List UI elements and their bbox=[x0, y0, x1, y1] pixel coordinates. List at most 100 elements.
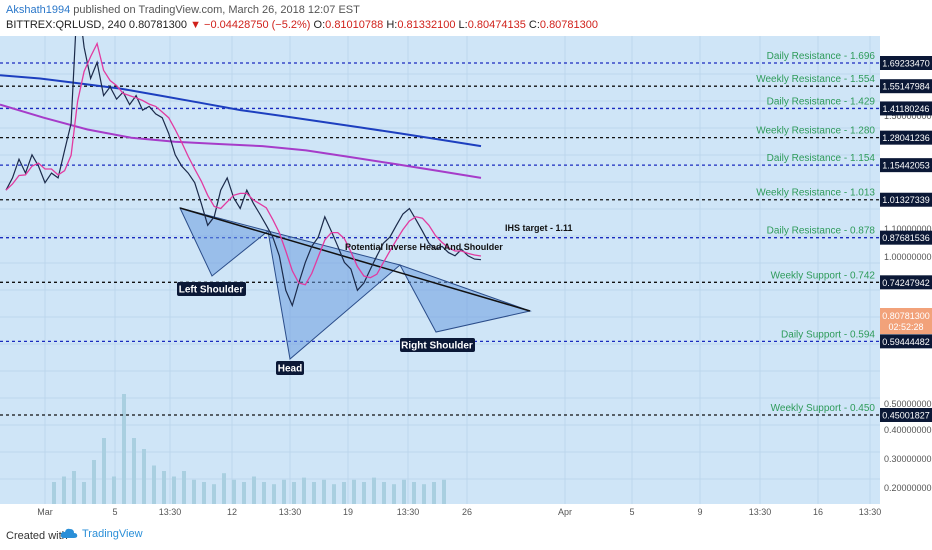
x-tick-label: 13:30 bbox=[397, 507, 420, 517]
y-tick-label: 0.20000000 bbox=[884, 483, 932, 493]
level-label: Daily Resistance - 1.154 bbox=[767, 153, 876, 164]
grid bbox=[0, 36, 880, 504]
volume-bar bbox=[392, 484, 396, 504]
level-tag-value: 1.28041236 bbox=[882, 133, 930, 143]
level-tag-box bbox=[880, 158, 932, 173]
x-tick-label: 13:30 bbox=[749, 507, 772, 517]
level-label: Daily Support - 0.594 bbox=[781, 329, 875, 340]
brand-name: TradingView bbox=[82, 528, 143, 540]
created-with-text: Created with bbox=[6, 530, 68, 542]
level-tag-box bbox=[880, 275, 932, 290]
level-price-tags: 1.69233470 1.55147984 1.41180246 1.28041236… bbox=[880, 56, 932, 422]
annotations: IHS target - 1.11 Potential Inverse Head… bbox=[345, 223, 573, 252]
x-tick-label: 13:30 bbox=[859, 507, 882, 517]
y-tick-label: 1.50000000 bbox=[884, 111, 932, 121]
volume-bar bbox=[432, 482, 436, 504]
y-tick-label: 0.40000000 bbox=[884, 425, 932, 435]
left-shoulder-badge bbox=[177, 282, 246, 296]
volume-bar bbox=[292, 482, 296, 504]
x-tick-label: 12 bbox=[227, 507, 237, 517]
current-price-tag: 0.80781300 02:52:28 bbox=[880, 308, 932, 334]
volume-bar bbox=[82, 482, 86, 504]
level-tag-value: 1.15442053 bbox=[882, 161, 930, 171]
volume-bar bbox=[92, 460, 96, 504]
volume-bar bbox=[112, 476, 116, 504]
volume-bar bbox=[332, 484, 336, 504]
level-tag-box bbox=[880, 192, 932, 207]
volume-bar bbox=[72, 471, 76, 504]
x-tick-label: 19 bbox=[343, 507, 353, 517]
left-shoulder-shape bbox=[179, 207, 270, 277]
close-value: 0.80781300 bbox=[539, 19, 599, 31]
level-label: Weekly Support - 0.742 bbox=[771, 270, 876, 281]
level-tag-value: 0.45001827 bbox=[882, 411, 930, 421]
volume-bar bbox=[252, 476, 256, 504]
volume-bar bbox=[262, 482, 266, 504]
level-tag-value: 1.55147984 bbox=[882, 82, 930, 92]
time-axis[interactable] bbox=[0, 504, 880, 518]
volume-bar bbox=[52, 482, 56, 504]
chart-header: Akshath1994 published on TradingView.com… bbox=[0, 0, 932, 36]
head-badge bbox=[276, 361, 304, 375]
low-label: L: bbox=[458, 19, 468, 31]
footer: Created with TradingView bbox=[0, 522, 932, 550]
y-tick-label: 0.30000000 bbox=[884, 454, 932, 464]
level-tag-box bbox=[880, 130, 932, 145]
level-tag-box bbox=[880, 56, 932, 70]
volume-bar bbox=[302, 477, 306, 504]
volume-bar bbox=[222, 473, 226, 504]
volume-bar bbox=[232, 479, 236, 504]
author-link[interactable]: Akshath1994 bbox=[6, 4, 71, 16]
volume-bar bbox=[102, 438, 106, 504]
volume-bar bbox=[132, 438, 136, 504]
current-price-value: 0.80781300 bbox=[882, 311, 930, 321]
volume-bar bbox=[422, 484, 426, 504]
level-tag-value: 0.74247942 bbox=[882, 278, 930, 288]
price-chart[interactable]: Daily Resistance - 1.696 Weekly Resistanc… bbox=[0, 0, 932, 518]
x-tick-label: Apr bbox=[558, 507, 572, 517]
volume-bar bbox=[322, 479, 326, 504]
ma-pink-line bbox=[5, 41, 482, 286]
volume-bar bbox=[202, 482, 206, 504]
low-value: 0.80474135 bbox=[467, 19, 526, 31]
right-shoulder-badge bbox=[400, 338, 475, 352]
level-tag-value: 0.87681536 bbox=[882, 233, 930, 243]
level-label: Daily Resistance - 1.429 bbox=[767, 96, 876, 107]
cloud-icon bbox=[60, 528, 78, 538]
volume-bar bbox=[442, 479, 446, 504]
tradingview-logo[interactable]: TradingView bbox=[60, 528, 143, 540]
x-tick-label: 9 bbox=[697, 507, 702, 517]
level-label: Weekly Support - 0.450 bbox=[771, 403, 876, 414]
x-tick-labels: Mar 5 13:30 12 13:30 19 13:30 26 Apr 5 9 13:30 16 13:… bbox=[37, 507, 881, 517]
published-text: published on TradingView.com, March 26, … bbox=[73, 4, 360, 16]
x-tick-label: 13:30 bbox=[159, 507, 182, 517]
volume-bar bbox=[62, 476, 66, 504]
ohlc-line: BITTREX:QRLUSD, 240 0.80781300 ▼ −0.0442… bbox=[6, 19, 598, 31]
level-tag-value: 1.69233470 bbox=[882, 59, 930, 69]
current-price-box bbox=[880, 308, 932, 334]
level-label: Weekly Resistance - 1.013 bbox=[756, 188, 875, 199]
level-tag-box bbox=[880, 230, 932, 245]
price-series bbox=[5, 0, 482, 308]
level-tag-value: 1.41180246 bbox=[883, 104, 930, 114]
level-tag-box bbox=[880, 408, 932, 422]
plot-area[interactable] bbox=[0, 36, 880, 504]
volume-bar bbox=[362, 482, 366, 504]
y-tick-label: 1.00000000 bbox=[884, 252, 932, 262]
volume-bar bbox=[192, 479, 196, 504]
level-tag-value: 0.59444482 bbox=[882, 337, 930, 347]
chart-svg[interactable]: Daily Resistance - 1.696 Weekly Resistanc… bbox=[0, 0, 932, 518]
ma-blue-line bbox=[0, 74, 482, 148]
symbol-label: BITTREX:QRLUSD, 240 bbox=[6, 19, 126, 31]
right-shoulder-label: Right Shoulder bbox=[401, 341, 473, 352]
publish-line: Akshath1994 published on TradingView.com… bbox=[6, 4, 360, 16]
volume-bar bbox=[142, 449, 146, 504]
last-price: 0.80781300 bbox=[128, 19, 188, 31]
x-tick-label: 13:30 bbox=[279, 507, 302, 517]
level-tag-box bbox=[880, 79, 932, 94]
x-tick-label: 16 bbox=[813, 507, 823, 517]
countdown: 02:52:28 bbox=[888, 322, 923, 332]
volume-bar bbox=[372, 477, 376, 504]
level-label: Weekly Resistance - 1.280 bbox=[756, 126, 875, 137]
open-label: O: bbox=[313, 19, 326, 31]
